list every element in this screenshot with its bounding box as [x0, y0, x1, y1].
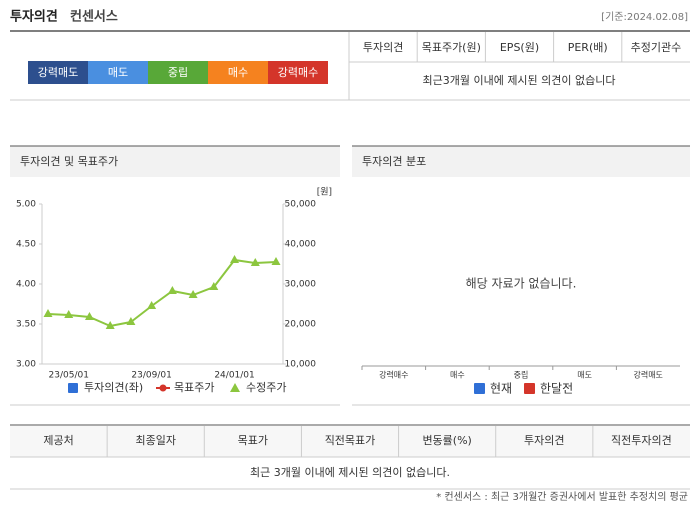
- panel-title: 투자의견 및 목표주가: [20, 155, 118, 168]
- y-tick-label: 3.50: [16, 320, 36, 330]
- column-header: 추정기관수: [631, 41, 682, 54]
- series-line: [47, 258, 277, 328]
- point: [271, 257, 281, 265]
- panel-header: [352, 146, 690, 177]
- point: [64, 310, 74, 318]
- rating-label: 중립: [168, 66, 188, 79]
- column-header: PER(배): [568, 41, 608, 54]
- rating-label: 강력매수: [278, 66, 318, 79]
- rating-segment: [28, 61, 88, 84]
- y-tick-label: 5.00: [16, 200, 36, 210]
- legend-label: 목표주가: [174, 381, 214, 394]
- legend-swatch: [159, 384, 167, 392]
- x-tick-label: 중립: [514, 371, 529, 380]
- y2-tick-label: 20,000: [285, 320, 317, 330]
- rating-segment: [268, 61, 328, 84]
- rating-label: 강력매도: [38, 66, 78, 79]
- y-tick-label: 3.00: [16, 360, 36, 370]
- point: [167, 286, 177, 294]
- column-header: 직전목표가: [325, 434, 376, 447]
- legend-label: 한달전: [540, 382, 573, 396]
- column-header: 최종일자: [135, 433, 175, 447]
- legend-swatch: [474, 383, 485, 394]
- y2-tick-label: 10,000: [285, 360, 317, 370]
- table-message: 최근 3개월 이내에 제시된 의견이 없습니다.: [250, 466, 450, 479]
- legend-label: 현재: [490, 382, 512, 396]
- y-tick-label: 4.00: [16, 280, 36, 290]
- table-header: [10, 426, 690, 457]
- y2-tick-label: 30,000: [285, 280, 317, 290]
- column-header: 목표가: [238, 434, 268, 447]
- rating-label: 매수: [228, 66, 248, 79]
- legend-swatch: [524, 383, 535, 394]
- legend-label: 투자의견(좌): [84, 381, 143, 394]
- date: [기준:2024.02.08]: [601, 11, 688, 23]
- rating-label: 매도: [108, 66, 128, 79]
- point: [43, 309, 53, 317]
- footnote: * 컨센서스 : 최근 3개월간 증권사에서 발표한 추정치의 평균: [436, 491, 688, 503]
- no-data: 해당 자료가 없습니다.: [466, 277, 577, 291]
- column-header: EPS(원): [500, 41, 539, 54]
- legend-swatch: [230, 383, 240, 392]
- rating-segment: [88, 61, 148, 84]
- column-header: 투자의견: [524, 434, 564, 447]
- x-tick-label: 23/05/01: [49, 371, 89, 381]
- column-header: 직전투자의견: [611, 434, 672, 447]
- panel-header: [10, 146, 340, 177]
- point: [250, 258, 260, 266]
- y2-tick-label: 50,000: [285, 200, 317, 210]
- point: [230, 255, 240, 263]
- x-tick-label: 매수: [450, 371, 465, 380]
- panel-title: 투자의견 분포: [362, 155, 426, 168]
- y2-tick-label: 40,000: [285, 240, 317, 250]
- point: [147, 301, 157, 309]
- y-tick-label: 4.50: [16, 240, 36, 250]
- column-header: 변동률(%): [422, 434, 471, 447]
- point: [209, 282, 219, 290]
- legend-label: 수정주가: [246, 381, 286, 394]
- point: [84, 312, 94, 320]
- y2-unit: [원]: [317, 187, 332, 198]
- title-bold: 투자의견: [10, 9, 58, 25]
- rating-segment: [148, 61, 208, 84]
- x-tick-label: 매도: [577, 371, 592, 380]
- point: [188, 290, 198, 298]
- column-header: 제공처: [43, 434, 73, 447]
- x-tick-label: 23/09/01: [131, 371, 171, 381]
- summary-message: 최근3개월 이내에 제시된 의견이 없습니다: [422, 74, 615, 87]
- x-tick-label: 24/01/01: [214, 371, 254, 381]
- x-tick-label: 강력매도: [633, 370, 662, 380]
- column-header: 투자의견: [363, 41, 403, 54]
- rating-segment: [208, 61, 268, 84]
- title: 컨센서스: [70, 9, 118, 25]
- point: [105, 321, 115, 329]
- point: [126, 317, 136, 325]
- column-header: 목표주가(원): [422, 41, 481, 54]
- legend-swatch: [68, 383, 78, 393]
- x-tick-label: 강력매수: [379, 370, 408, 380]
